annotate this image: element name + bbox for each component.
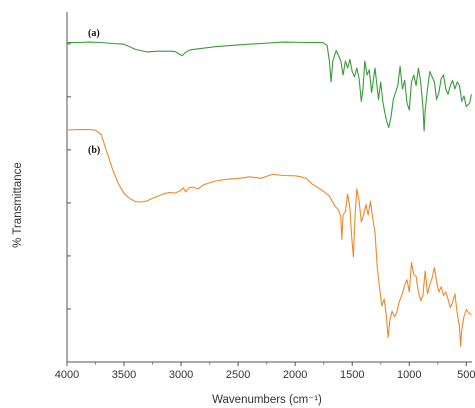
spectra-plot-area bbox=[66, 41, 472, 347]
series-line-a bbox=[67, 41, 472, 132]
x-tick-label: 1000 bbox=[397, 369, 421, 381]
x-tick-label: 2500 bbox=[226, 369, 250, 381]
x-tick-label: 500 bbox=[457, 369, 475, 381]
axes: 4000 3500 3000 2500 2000 1500 1000 500 bbox=[55, 12, 475, 381]
x-axis-title: Wavenumbers (cm⁻¹) bbox=[212, 394, 322, 406]
x-tick-label: 3000 bbox=[169, 369, 193, 381]
series-line-b bbox=[66, 129, 472, 347]
panel-label-b: (b) bbox=[88, 145, 100, 156]
x-tick-label: 4000 bbox=[55, 369, 79, 381]
x-tick-label: 3500 bbox=[112, 369, 136, 381]
x-tick-label: 2000 bbox=[283, 369, 307, 381]
panel-label-a: (a) bbox=[88, 28, 100, 39]
y-axis-title: % Transmittance bbox=[12, 162, 24, 248]
x-tick-label: 1500 bbox=[340, 369, 364, 381]
